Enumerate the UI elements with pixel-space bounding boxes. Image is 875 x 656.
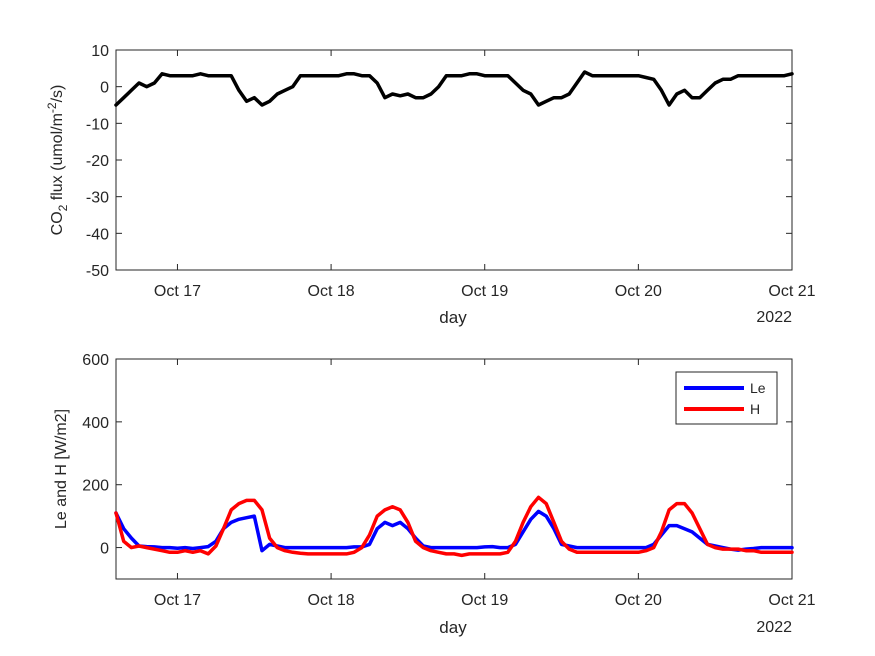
co2-flux-xtick-label: Oct 17 <box>154 283 201 300</box>
co2-flux-ticks: 10 0 -10 -20 -30 -40 -50 Oct 17 Oct 18 Oct 19 Oct … <box>86 43 816 300</box>
heat-flux-ytick-label: 200 <box>82 478 109 495</box>
co2-flux-ytick-label: 0 <box>100 80 109 97</box>
legend-le-label: Le <box>750 380 766 396</box>
co2-flux-ylabel-rest: flux (umol/m <box>49 113 66 205</box>
heat-flux-year-label: 2022 <box>756 619 792 636</box>
legend-h-label: H <box>750 401 760 417</box>
heat-flux-xtick-label: Oct 17 <box>154 592 201 609</box>
heat-flux-axes: 600 400 200 0 Oct 17 Oct 18 Oct 19 Oct 20 Oct 21… <box>53 352 816 637</box>
co2-flux-xlabel: day <box>439 308 467 327</box>
co2-flux-ytick-label: -30 <box>86 190 109 207</box>
heat-flux-xtick-label: Oct 20 <box>615 592 662 609</box>
heat-flux-xtick-label: Oct 21 <box>768 592 815 609</box>
co2-flux-ytick-label: 10 <box>91 43 109 60</box>
co2-flux-xtick-label: Oct 20 <box>615 283 662 300</box>
heat-flux-xtick-label: Oct 18 <box>308 592 355 609</box>
co2-flux-xtick-label: Oct 19 <box>461 283 508 300</box>
co2-flux-ylabel-sup: -2 <box>45 102 59 113</box>
legend: Le H <box>675 371 778 425</box>
heat-flux-ytick-label: 600 <box>82 352 109 369</box>
heat-flux-xtick-label: Oct 19 <box>461 592 508 609</box>
co2-flux-ylabel: CO2 flux (umol/m-2/s) <box>45 85 70 236</box>
co2-flux-year-label: 2022 <box>756 309 792 326</box>
co2-flux-ylabel-end: /s) <box>49 85 66 103</box>
co2-flux-xtick-label: Oct 18 <box>308 283 355 300</box>
co2-flux-ylabel-main: CO <box>49 211 66 235</box>
co2-flux-xtick-label: Oct 21 <box>768 283 815 300</box>
co2-flux-ytick-label: -50 <box>86 263 109 280</box>
co2-flux-series-line-0 <box>114 70 794 107</box>
heat-flux-ytick-label: 0 <box>100 541 109 558</box>
co2-flux-plot-area <box>115 49 793 271</box>
co2-flux-ylabel-sub: 2 <box>56 204 70 211</box>
heat-flux-lines <box>114 495 794 558</box>
heat-flux-ticks: 600 400 200 0 Oct 17 Oct 18 Oct 19 Oct 20 Oct 21 <box>82 352 815 609</box>
legend-box <box>675 371 778 425</box>
heat-flux-series-line-le <box>114 509 794 553</box>
co2-flux-ytick-label: -10 <box>86 116 109 133</box>
heat-flux-ytick-label: 400 <box>82 415 109 432</box>
co2-flux-ytick-label: -20 <box>86 153 109 170</box>
heat-flux-series-line-h <box>114 495 794 558</box>
co2-flux-ytick-label: -40 <box>86 226 109 243</box>
co2-flux-lines <box>114 70 794 107</box>
co2-flux-axes: 10 0 -10 -20 -30 -40 -50 Oct 17 Oct 18 Oct 19 Oct … <box>45 43 816 327</box>
heat-flux-ylabel: Le and H [W/m2] <box>53 409 70 529</box>
heat-flux-xlabel: day <box>439 618 467 637</box>
